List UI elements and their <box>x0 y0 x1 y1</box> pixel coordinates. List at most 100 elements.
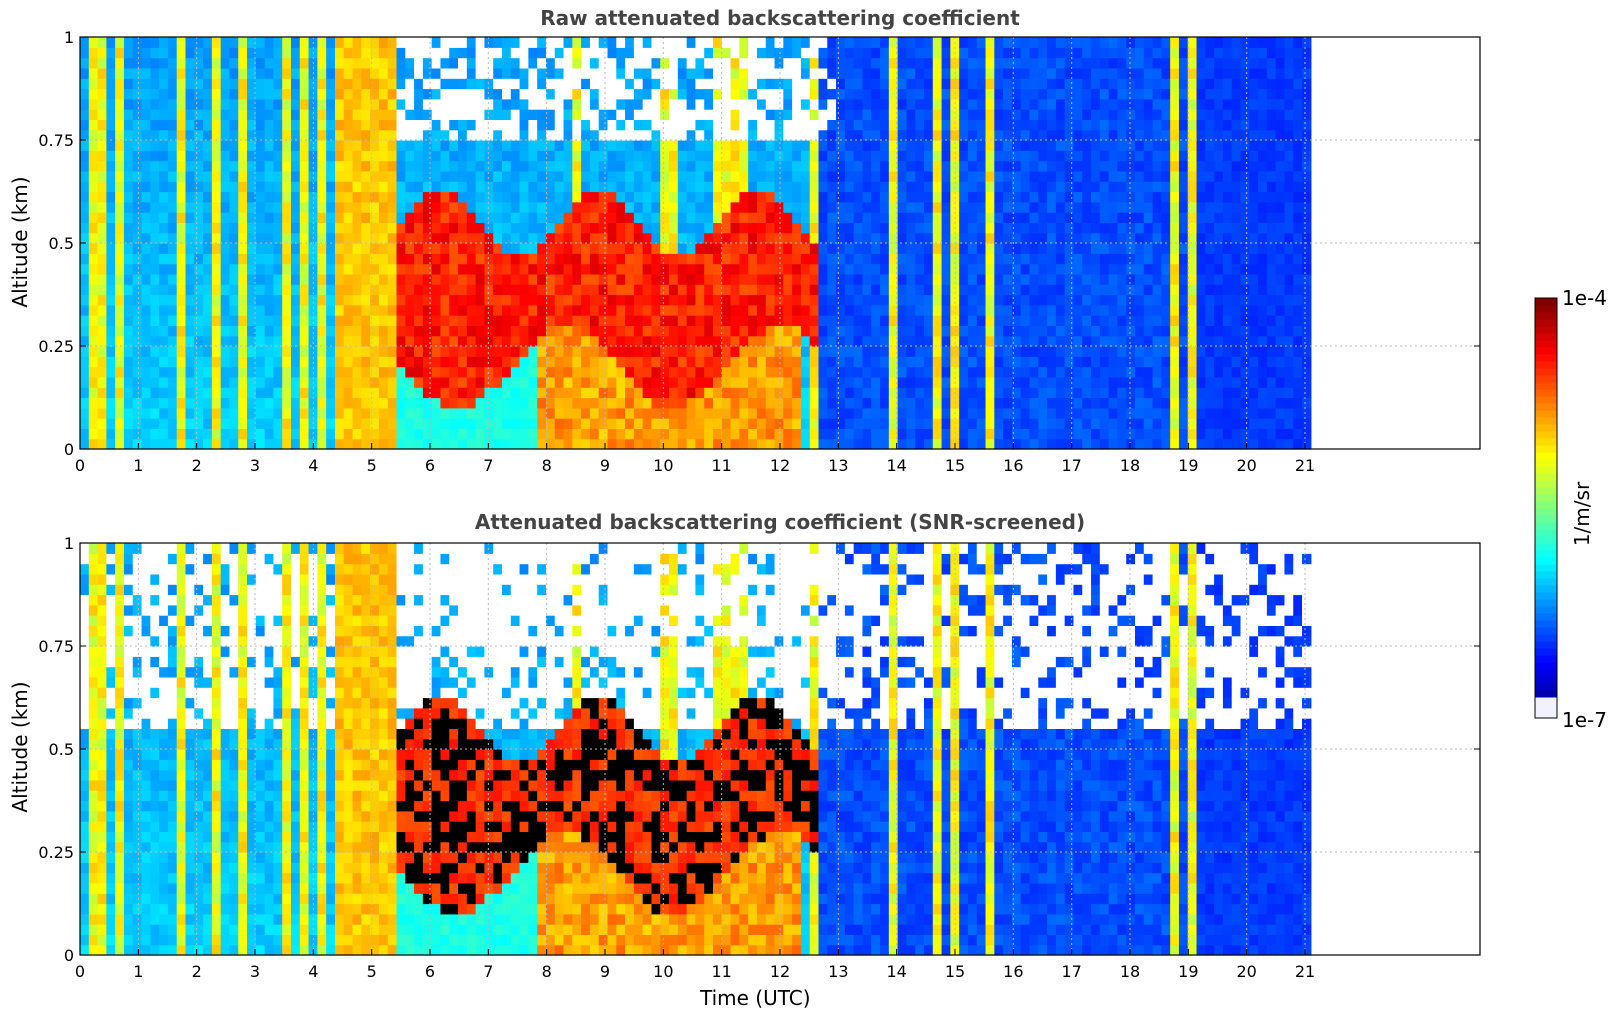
heatmap-cell <box>818 201 828 213</box>
heatmap-cell <box>695 170 705 182</box>
heatmap-cell <box>607 263 617 275</box>
heatmap-cell <box>800 346 811 357</box>
heatmap-cell <box>396 170 406 182</box>
heatmap-cell <box>1064 376 1075 388</box>
heatmap-cell <box>800 387 811 399</box>
heatmap-cell <box>985 376 995 388</box>
heatmap-cell <box>317 428 327 440</box>
heatmap-cell <box>871 170 881 182</box>
heatmap-cell <box>836 129 846 141</box>
heatmap-cell <box>880 284 890 296</box>
heatmap-cell <box>713 263 723 275</box>
heatmap-cell <box>792 273 802 285</box>
heatmap-cell <box>475 243 486 254</box>
heatmap-cell <box>704 315 714 326</box>
heatmap-cell <box>554 304 565 316</box>
heatmap-cell <box>431 191 442 203</box>
heatmap-cell <box>915 222 925 234</box>
heatmap-cell <box>97 346 107 357</box>
heatmap-cell <box>519 140 529 151</box>
heatmap-cell <box>783 346 793 357</box>
heatmap-cell <box>159 428 169 440</box>
heatmap-cell <box>1011 57 1022 69</box>
heatmap-cell <box>915 98 925 110</box>
heatmap-cell <box>176 376 187 388</box>
heatmap-cell <box>220 37 231 48</box>
heatmap-cell <box>440 304 450 316</box>
heatmap-cell <box>502 397 512 409</box>
heatmap-cell <box>932 284 943 296</box>
heatmap-cell <box>598 253 609 265</box>
heatmap-cell <box>756 253 767 265</box>
heatmap-cell <box>1064 263 1075 275</box>
heatmap-cell <box>247 325 257 337</box>
heatmap-cell <box>422 222 433 234</box>
heatmap-cell <box>589 438 600 450</box>
heatmap-cell <box>220 78 231 90</box>
heatmap-cell <box>545 407 556 419</box>
heatmap-cell <box>704 140 714 151</box>
heatmap-cell <box>97 47 107 59</box>
heatmap-cell <box>396 78 406 90</box>
heatmap-cell <box>378 366 389 378</box>
heatmap-cell <box>844 407 855 419</box>
heatmap-cell <box>888 160 899 172</box>
heatmap-cell <box>493 57 503 69</box>
heatmap-cell <box>1011 232 1022 244</box>
heatmap-cell <box>660 78 670 90</box>
heatmap-cell <box>123 78 134 90</box>
heatmap-cell <box>484 438 494 450</box>
heatmap-cell <box>871 284 881 296</box>
heatmap-cell <box>959 253 969 265</box>
heatmap-cell <box>589 273 600 285</box>
heatmap-cell <box>827 304 837 316</box>
heatmap-cell <box>88 47 99 59</box>
heatmap-cell <box>792 418 802 429</box>
heatmap-cell <box>792 98 802 110</box>
heatmap-cell <box>1161 47 1171 59</box>
heatmap-cell <box>97 428 107 440</box>
heatmap-cell <box>123 160 134 172</box>
heatmap-cell <box>493 284 503 296</box>
heatmap-cell <box>449 232 459 244</box>
heatmap-cell <box>554 191 565 203</box>
heatmap-cell <box>756 284 767 296</box>
heatmap-cell <box>1082 78 1092 90</box>
heatmap-cell <box>721 37 732 48</box>
heatmap-cell <box>458 438 468 450</box>
heatmap-cell <box>677 170 688 182</box>
heatmap-cell <box>669 243 679 254</box>
heatmap-cell <box>994 376 1004 388</box>
heatmap-cell <box>387 78 398 90</box>
heatmap-cell <box>713 47 723 59</box>
heatmap-cell <box>291 418 301 429</box>
heatmap-cell <box>572 376 582 388</box>
heatmap-cell <box>449 57 459 69</box>
heatmap-cell <box>159 201 169 213</box>
heatmap-cell <box>88 356 99 368</box>
heatmap-cell <box>405 67 415 79</box>
heatmap-cell <box>238 140 248 151</box>
heatmap-cell <box>159 366 169 378</box>
heatmap-cell <box>625 212 635 223</box>
heatmap-cell <box>633 243 644 254</box>
heatmap-cell <box>132 346 143 357</box>
heatmap-cell <box>1135 304 1145 316</box>
heatmap-cell <box>545 428 556 440</box>
heatmap-cell <box>255 407 266 419</box>
heatmap-cell <box>818 304 828 316</box>
heatmap-cell <box>185 387 195 399</box>
heatmap-cell <box>589 160 600 172</box>
heatmap-cell <box>800 418 811 429</box>
heatmap-cell <box>607 140 617 151</box>
heatmap-cell <box>1020 387 1031 399</box>
heatmap-cell <box>800 325 811 337</box>
heatmap-cell <box>537 37 547 48</box>
heatmap-cell <box>818 253 828 265</box>
heatmap-cell <box>625 294 635 306</box>
heatmap-cell <box>537 346 547 357</box>
heatmap-cell <box>255 160 266 172</box>
heatmap-cell <box>203 57 213 69</box>
heatmap-cell <box>247 150 257 162</box>
heatmap-cell <box>941 37 951 48</box>
